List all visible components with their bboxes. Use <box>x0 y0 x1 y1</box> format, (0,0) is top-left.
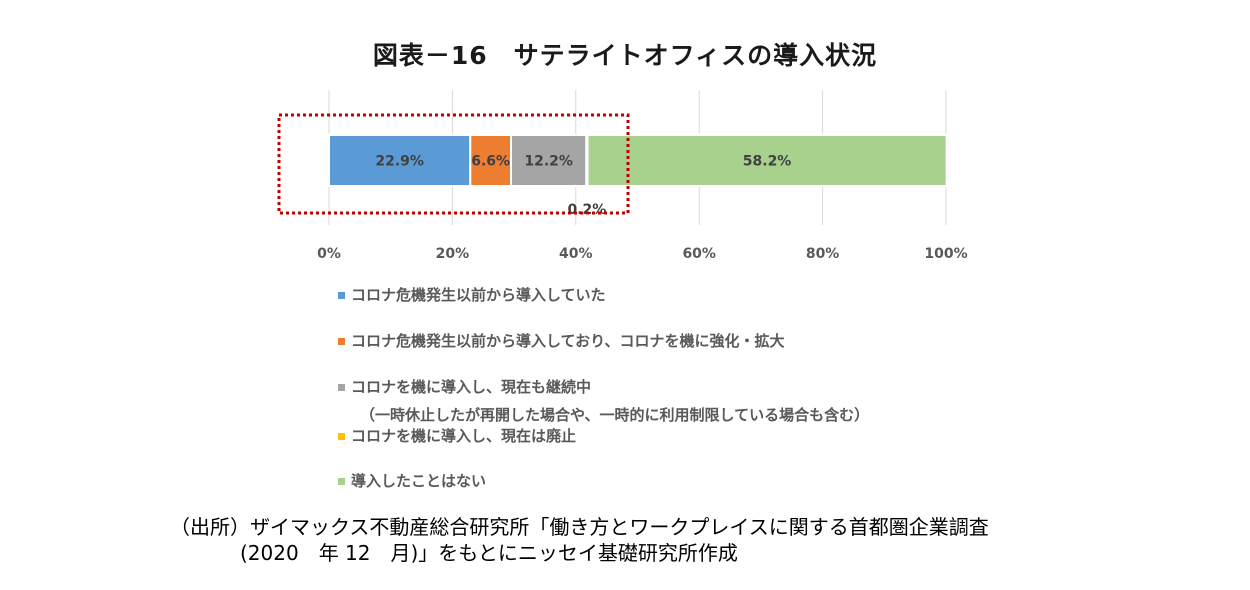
x-axis-ticks: 0% 20% 40% 60% 80% 100% <box>317 246 968 262</box>
legend-swatch-1 <box>338 292 345 299</box>
x-tick-label: 100% <box>924 246 967 262</box>
legend-item-3: コロナを機に導入し、現在も継続中 <box>338 376 591 397</box>
data-label-1: 22.9% <box>375 154 424 170</box>
highlight-box <box>277 113 630 215</box>
bar-segment-5 <box>586 134 948 187</box>
stacked-bar <box>328 134 948 187</box>
legend-item-5: 導入したことはない <box>338 470 486 491</box>
data-labels: 22.9% 6.6% 12.2% 0.2% 58.2% <box>375 154 791 219</box>
source-line-1: （出所）ザイマックス不動産総合研究所「働き方とワークプレイスに関する首都圏企業調… <box>170 515 989 539</box>
legend-item-4: コロナを機に導入し、現在は廃止 <box>338 425 576 446</box>
legend-label-1: コロナ危機発生以前から導入していた <box>351 286 606 304</box>
x-tick-label: 40% <box>559 246 593 262</box>
legend-item-2: コロナ危機発生以前から導入しており、コロナを機に強化・拡大 <box>338 330 785 351</box>
legend-swatch-5 <box>338 478 345 485</box>
data-label-4: 0.2% <box>567 202 606 218</box>
x-tick-label: 20% <box>436 246 470 262</box>
legend-label-3-sub: （一時休止したが再開した場合や、一時的に利用制限している場合も含む） <box>360 406 870 424</box>
legend-label-5: 導入したことはない <box>351 472 487 490</box>
bar-segment-3 <box>510 134 588 187</box>
legend-swatch-3 <box>338 384 345 391</box>
legend-label-2: コロナ危機発生以前から導入しており、コロナを機に強化・拡大 <box>351 332 785 350</box>
x-tick-label: 60% <box>682 246 716 262</box>
chart-title: 図表－16 サテライトオフィスの導入状況 <box>372 41 878 70</box>
legend-swatch-2 <box>338 338 345 345</box>
legend-item-1: コロナ危機発生以前から導入していた <box>338 284 606 305</box>
x-tick-label: 80% <box>806 246 840 262</box>
data-label-3: 12.2% <box>524 154 573 170</box>
source-note: （出所）ザイマックス不動産総合研究所「働き方とワークプレイスに関する首都圏企業調… <box>170 514 989 566</box>
legend-swatch-4 <box>338 433 345 440</box>
legend-label-3: コロナを機に導入し、現在も継続中 <box>351 378 592 396</box>
source-line-2: (2020 年 12 月)」をもとにニッセイ基礎研究所作成 <box>240 541 738 565</box>
legend-label-4: コロナを機に導入し、現在は廃止 <box>351 427 577 445</box>
data-label-2: 6.6% <box>471 154 510 170</box>
data-label-5: 58.2% <box>743 154 792 170</box>
bar-segment-2 <box>469 134 513 187</box>
x-tick-label: 0% <box>317 246 341 262</box>
